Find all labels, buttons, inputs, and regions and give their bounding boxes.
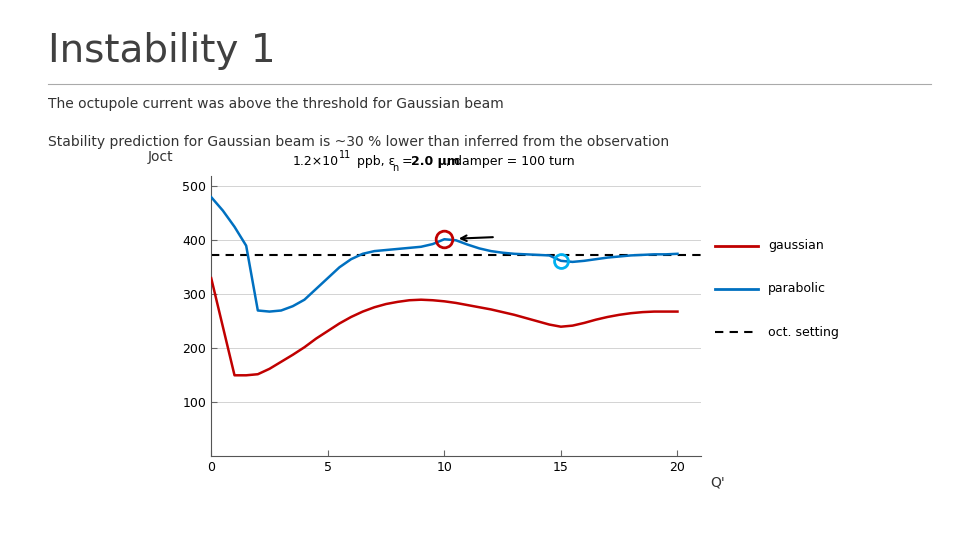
Text: Instability 1: Instability 1 bbox=[48, 32, 276, 70]
Text: The octupole current was above the threshold for Gaussian beam: The octupole current was above the thres… bbox=[48, 97, 504, 111]
Text: oct. setting: oct. setting bbox=[768, 326, 839, 339]
Text: 18: 18 bbox=[917, 515, 931, 525]
Text: Joct: Joct bbox=[148, 150, 173, 164]
Text: =: = bbox=[398, 154, 417, 168]
Text: parabolic: parabolic bbox=[768, 282, 826, 295]
Text: 1.2×10: 1.2×10 bbox=[293, 154, 339, 168]
Text: 7/28/2017: 7/28/2017 bbox=[29, 515, 86, 525]
Text: 2.0 μm: 2.0 μm bbox=[411, 154, 460, 168]
Text: gaussian: gaussian bbox=[768, 239, 824, 252]
Text: n: n bbox=[392, 163, 398, 173]
Text: , damper = 100 turn: , damper = 100 turn bbox=[446, 154, 575, 168]
Text: Q': Q' bbox=[710, 476, 726, 490]
Text: Stability prediction for Gaussian beam is ~30 % lower than inferred from the obs: Stability prediction for Gaussian beam i… bbox=[48, 135, 669, 149]
Text: S. ANTIPOV, TCSPM RESULTS: S. ANTIPOV, TCSPM RESULTS bbox=[400, 515, 560, 525]
Text: 11: 11 bbox=[339, 150, 351, 160]
Text: ppb, ε: ppb, ε bbox=[353, 154, 396, 168]
